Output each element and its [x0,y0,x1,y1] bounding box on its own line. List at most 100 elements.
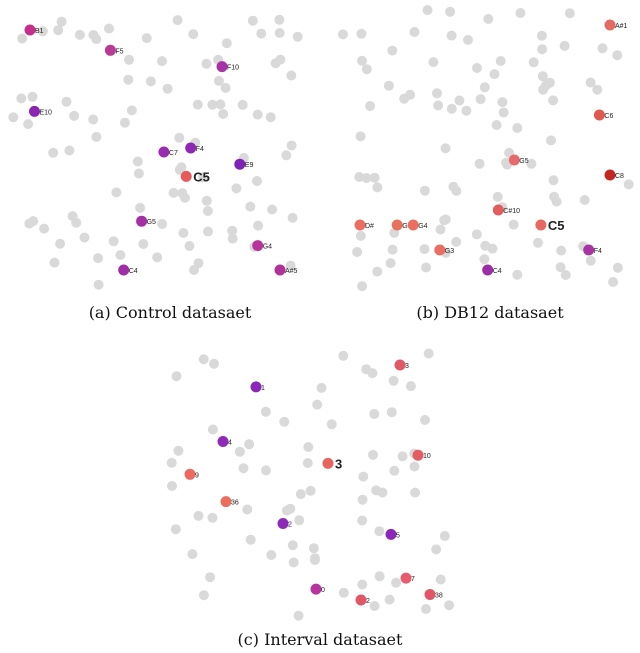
background-point [56,16,67,27]
background-point [474,158,485,169]
background-point [27,91,38,102]
background-point [579,195,590,205]
background-point [286,140,297,151]
highlighted-point [508,154,520,166]
background-point [472,63,482,73]
background-point [592,84,603,95]
highlighted-point [220,496,232,508]
background-point [207,512,218,523]
background-point [479,254,490,265]
background-point [308,543,319,554]
background-point [551,196,562,207]
background-point [384,594,395,605]
point-label: 2 [366,598,370,605]
background-point [309,555,320,565]
highlighted-point [24,24,36,36]
background-point [261,465,271,476]
background-point [256,28,267,39]
background-point [53,25,64,36]
point-label: E9 [245,162,254,169]
background-point [612,262,623,273]
highlighted-point [217,436,229,447]
background-point [489,69,500,80]
background-point [374,526,385,537]
highlighted-point [354,219,366,231]
background-point [475,94,486,105]
background-point [533,237,543,248]
background-point [227,233,238,244]
background-point [454,95,465,106]
background-point [608,277,619,287]
background-point [356,28,367,39]
background-point [491,120,502,130]
caption-interval: (c) Interval datasaet [237,630,403,649]
background-point [17,33,28,44]
background-point [385,258,396,269]
background-point [69,110,80,121]
background-point [435,574,446,585]
point-label: G5 [519,158,528,165]
highlighted-point [158,146,170,158]
point-label: B1 [35,28,44,35]
background-point [326,419,337,430]
background-point [495,56,506,66]
point-label: C4 [493,268,502,275]
background-point [439,531,450,541]
background-point [93,253,103,264]
background-point [180,192,190,203]
background-point [338,350,349,361]
background-point [435,224,446,235]
background-point [420,415,430,425]
background-point [428,57,439,68]
background-point [237,99,248,110]
background-point [124,54,134,65]
background-point [178,228,189,238]
highlighted-point [274,264,286,276]
background-point [162,83,173,94]
background-point [201,195,212,206]
background-point [152,252,163,263]
background-point [201,58,212,69]
background-point [252,176,262,186]
point-label: G3 [445,248,454,255]
point-label: 10 [423,453,431,460]
point-label: 1 [261,385,265,392]
highlighted-point [535,219,547,231]
background-point [295,489,306,500]
background-point [192,99,203,110]
highlighted-point [277,518,289,529]
background-point [221,38,232,49]
highlighted-point [385,528,397,540]
background-point [559,40,570,51]
highlighted-point [322,457,334,469]
background-point [471,229,482,240]
background-point [526,158,537,169]
background-point [446,30,457,41]
background-point [463,35,473,45]
background-point [368,449,378,460]
background-point [231,183,242,194]
highlighted-point [400,572,412,584]
background-point [39,223,50,234]
background-point [391,577,402,588]
background-point [338,29,348,40]
background-point [171,371,182,382]
background-point [23,119,34,130]
point-label: C8 [615,173,624,180]
highlighted-point [118,264,130,276]
highlighted-point [180,170,192,182]
background-point [374,571,385,582]
highlighted-point [593,109,605,121]
background-point [91,131,102,142]
point-label: 4 [228,440,232,447]
background-point [303,442,314,452]
background-point [79,232,90,243]
background-point [294,515,305,526]
background-point [207,424,218,435]
point-label: 36 [231,500,239,507]
background-point [560,270,571,280]
point-label: A#1 [615,23,628,30]
background-point [487,243,498,254]
background-point [270,58,281,69]
